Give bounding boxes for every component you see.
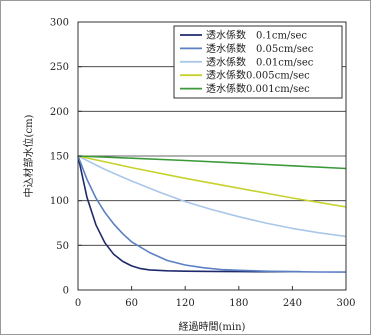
y-tick-label: 200 [50,107,69,118]
legend-label: 透水係数 0.05cm/sec [206,42,314,55]
y-tick-label: 50 [56,241,69,252]
series-line-5 [77,155,347,170]
y-tick-label: 300 [50,18,69,29]
x-tick-label: 60 [125,298,138,309]
legend-label: 透水係数0.001cm/sec [206,82,310,95]
legend-label: 透水係数 0.1cm/sec [206,29,307,42]
x-tick-label: 0 [75,298,81,309]
y-axis-label: 中込材部水位(cm) [22,114,35,197]
x-tick-label: 180 [229,298,248,309]
x-tick-label: 300 [336,298,355,309]
y-tick-label: 0 [63,286,69,297]
y-axis-ticks: 0 50 100 150 200 250 300 [50,18,82,297]
x-tick-label: 240 [283,298,302,309]
legend-label: 透水係数0.005cm/sec [206,69,310,82]
series-line-4 [77,155,347,208]
y-tick-label: 100 [50,196,69,207]
y-tick-label: 250 [50,62,69,73]
legend-label: 透水係数 0.01cm/sec [206,55,314,68]
series-line-2 [77,155,347,273]
x-tick-label: 120 [176,298,195,309]
series-line-1 [77,155,302,273]
series-lines [77,155,347,273]
x-axis-label: 経過時間(min) [179,320,246,333]
y-tick-label: 150 [50,152,69,163]
x-axis-ticks: 0 60 120 180 240 300 [75,286,356,309]
series-line-3 [77,155,347,238]
